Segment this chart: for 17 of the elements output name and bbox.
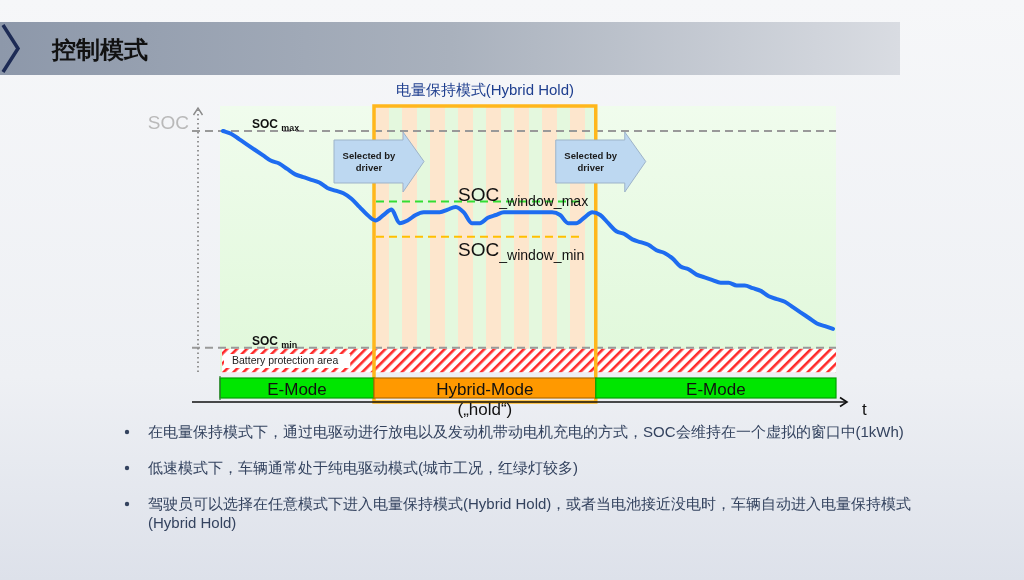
annotation: Selected by driver xyxy=(564,150,618,173)
y-axis-title: SOC xyxy=(147,112,189,133)
annotation: Selected by driver xyxy=(342,150,397,173)
text: 驾驶员可以选择在任意模式下进入电量保持模式(Hybrid Hold)，或者当电池接近没电时，车辆自动进入电量保持模式(Hybrid Hold) xyxy=(148,495,912,531)
series-label: E-Mode xyxy=(686,380,746,399)
ref-line-label: SOC$_{_window_max}$ xyxy=(458,184,589,210)
series-label: E-Mode xyxy=(267,380,327,399)
text: 低速模式下，车辆通常处于纯电驱动模式(城市工况，红绿灯较多) xyxy=(148,459,578,476)
ref-line-label: SOC $_{max}$ xyxy=(252,117,300,133)
band-label: Battery protection area xyxy=(232,354,339,367)
x-axis-title: t xyxy=(862,400,867,419)
text: 电量保持模式(Hybrid Hold) xyxy=(395,81,575,98)
text: 在电量保持模式下，通过电驱动进行放电以及发动机带动电机充电的方式，SOC会维持在一个虚拟的窗口中(1kWh) xyxy=(148,423,904,440)
ref-line-label: SOC $_{min}$ xyxy=(252,333,298,350)
series-label: Hybrid-Mode („hold“) xyxy=(436,380,534,419)
ref-line-label: SOC$_{_window_min}$ xyxy=(458,238,585,264)
chart-title: 控制模式 xyxy=(51,36,148,63)
